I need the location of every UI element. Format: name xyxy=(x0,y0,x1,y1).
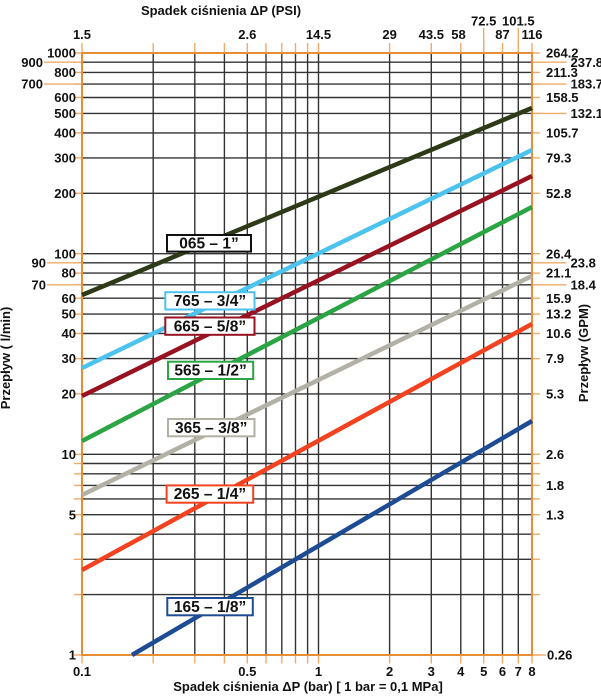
svg-text:100: 100 xyxy=(54,246,76,261)
svg-text:60: 60 xyxy=(62,291,76,306)
svg-text:50: 50 xyxy=(62,307,76,322)
svg-text:700: 700 xyxy=(21,77,43,92)
svg-text:765 – 3/4”: 765 – 3/4” xyxy=(174,293,246,310)
svg-text:0.5: 0.5 xyxy=(238,664,256,679)
svg-text:5.3: 5.3 xyxy=(546,387,564,402)
svg-text:5: 5 xyxy=(69,507,76,522)
svg-text:29: 29 xyxy=(382,27,396,42)
svg-text:116: 116 xyxy=(522,27,543,42)
svg-text:800: 800 xyxy=(54,65,76,80)
svg-text:14.5: 14.5 xyxy=(306,27,331,42)
svg-text:72.5: 72.5 xyxy=(471,14,496,29)
svg-text:365 – 3/8”: 365 – 3/8” xyxy=(175,420,247,437)
svg-text:132.1: 132.1 xyxy=(571,106,601,121)
svg-text:2: 2 xyxy=(386,664,393,679)
svg-text:183.7: 183.7 xyxy=(571,77,601,92)
svg-text:101.5: 101.5 xyxy=(502,14,535,29)
svg-text:565 – 1/2”: 565 – 1/2” xyxy=(174,363,246,380)
svg-text:8: 8 xyxy=(528,664,535,679)
svg-text:5: 5 xyxy=(480,664,487,679)
svg-text:Spadek ciśnienia ΔP (bar) [ 1: Spadek ciśnienia ΔP (bar) [ 1 bar = 0,1 … xyxy=(173,679,443,694)
svg-text:2.6: 2.6 xyxy=(546,447,564,462)
svg-text:7.9: 7.9 xyxy=(546,351,564,366)
svg-text:211.3: 211.3 xyxy=(546,65,578,80)
svg-text:10.6: 10.6 xyxy=(546,326,571,341)
svg-text:15.9: 15.9 xyxy=(546,291,571,306)
svg-text:Przepływ (GPM): Przepływ (GPM) xyxy=(576,304,591,402)
svg-text:158.5: 158.5 xyxy=(546,90,579,105)
svg-text:0.26: 0.26 xyxy=(547,648,572,663)
svg-text:13.2: 13.2 xyxy=(546,307,571,322)
svg-text:1.8: 1.8 xyxy=(546,478,564,493)
svg-text:Przepływ ( l/min): Przepływ ( l/min) xyxy=(0,307,13,410)
svg-text:1: 1 xyxy=(69,648,76,663)
svg-text:58: 58 xyxy=(451,27,465,42)
svg-text:237.8: 237.8 xyxy=(571,55,601,70)
svg-text:165 – 1/8”: 165 – 1/8” xyxy=(174,599,246,616)
svg-text:90: 90 xyxy=(32,255,46,270)
svg-text:1000: 1000 xyxy=(47,46,76,61)
svg-text:79.3: 79.3 xyxy=(546,151,571,166)
svg-text:1: 1 xyxy=(315,664,322,679)
svg-text:26.4: 26.4 xyxy=(546,246,572,261)
svg-text:200: 200 xyxy=(54,186,76,201)
svg-text:900: 900 xyxy=(21,55,43,70)
svg-text:0.1: 0.1 xyxy=(73,664,91,679)
svg-text:30: 30 xyxy=(62,351,76,366)
svg-text:6: 6 xyxy=(499,664,506,679)
svg-text:80: 80 xyxy=(62,266,76,281)
svg-text:2.6: 2.6 xyxy=(238,27,256,42)
svg-text:70: 70 xyxy=(32,277,46,292)
svg-text:1.5: 1.5 xyxy=(73,27,91,42)
svg-text:23.8: 23.8 xyxy=(571,255,596,270)
svg-text:18.4: 18.4 xyxy=(571,277,597,292)
svg-text:10: 10 xyxy=(62,447,76,462)
svg-text:40: 40 xyxy=(62,326,76,341)
svg-text:3: 3 xyxy=(428,664,435,679)
svg-text:105.7: 105.7 xyxy=(546,126,579,141)
svg-text:20: 20 xyxy=(62,387,76,402)
svg-text:265 – 1/4”: 265 – 1/4” xyxy=(174,486,246,503)
svg-text:87: 87 xyxy=(495,27,509,42)
svg-text:400: 400 xyxy=(54,126,76,141)
svg-text:264.2: 264.2 xyxy=(546,46,579,61)
svg-text:665 – 5/8”: 665 – 5/8” xyxy=(174,318,246,335)
svg-text:43.5: 43.5 xyxy=(419,27,444,42)
svg-text:4: 4 xyxy=(457,664,465,679)
svg-text:300: 300 xyxy=(54,151,76,166)
svg-text:500: 500 xyxy=(54,106,76,121)
svg-text:7: 7 xyxy=(515,664,522,679)
svg-text:600: 600 xyxy=(54,90,76,105)
svg-text:065 – 1”: 065 – 1” xyxy=(179,236,238,253)
svg-text:52.8: 52.8 xyxy=(546,186,571,201)
svg-text:Spadek ciśnienia ΔP (PSI): Spadek ciśnienia ΔP (PSI) xyxy=(141,3,301,18)
svg-text:21.1: 21.1 xyxy=(546,266,571,281)
svg-text:1.3: 1.3 xyxy=(546,507,564,522)
